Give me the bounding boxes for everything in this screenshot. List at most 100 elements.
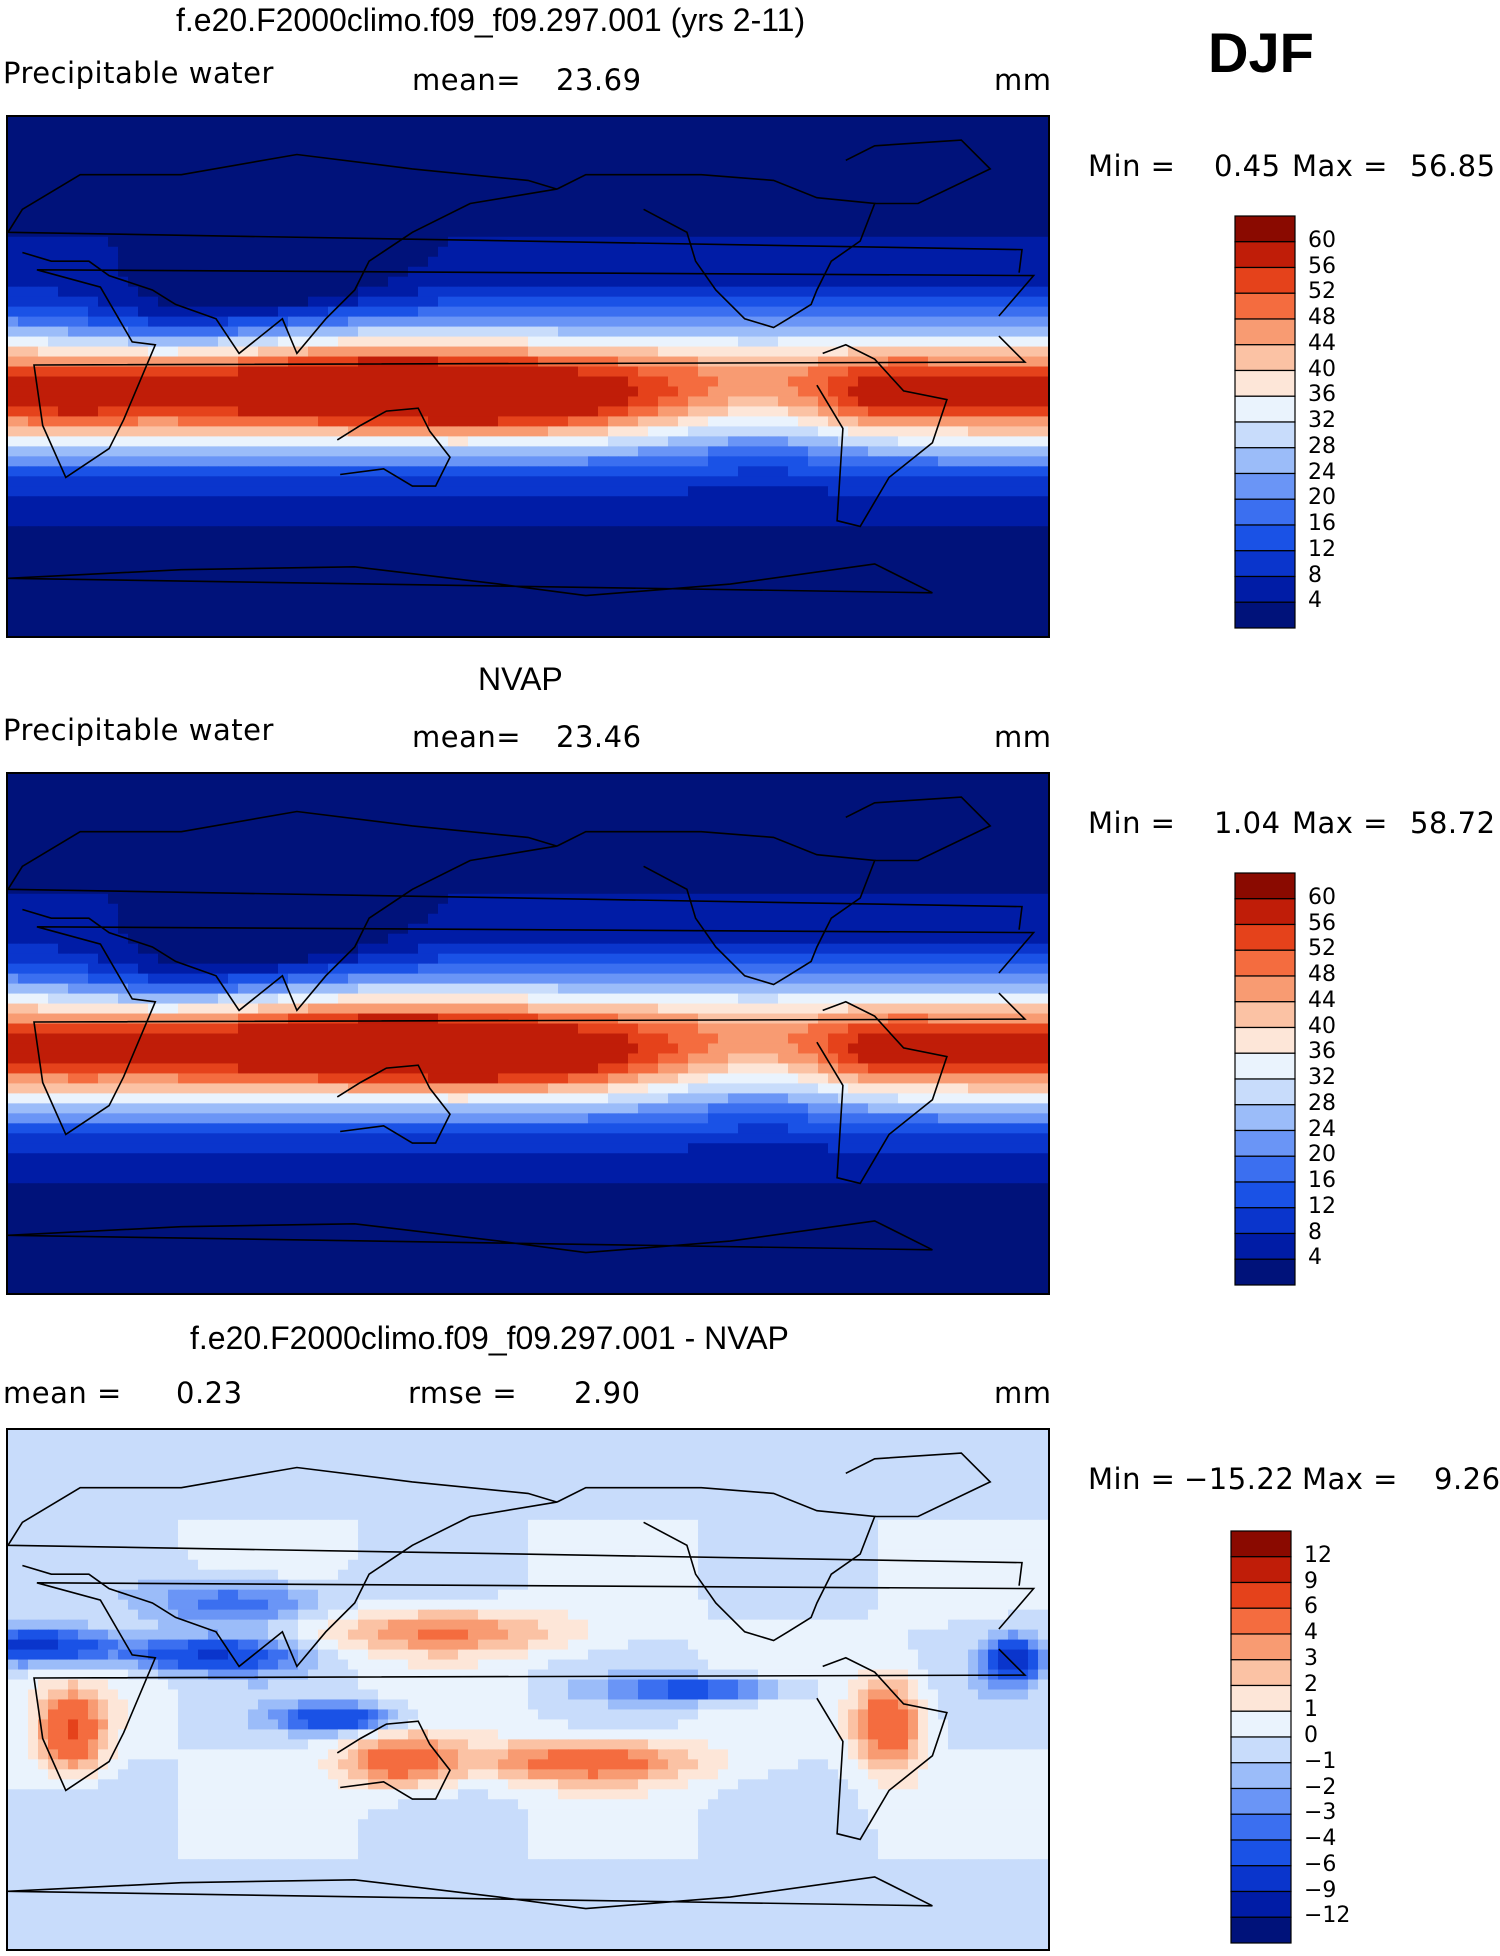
colorbar-swatch [1230, 1581, 1292, 1609]
colorbar-swatch [1234, 1181, 1296, 1209]
mean-value: 23.46 [556, 720, 642, 754]
colorbar-tick-label: 9 [1304, 1568, 1318, 1594]
colorbar: 60 56 52 48 44 40 36 32 28 24 20 16 12 8 4 [1234, 215, 1336, 629]
coastline [845, 796, 992, 862]
coastline [8, 153, 1023, 355]
colorbar-swatch [1230, 1556, 1292, 1584]
coastline [816, 1656, 948, 1841]
colorbar-swatch [1234, 395, 1296, 423]
map-plot [6, 772, 1050, 1295]
colorbar-tick-label: 8 [1308, 1219, 1322, 1245]
coastline [556, 830, 876, 986]
min-value: −15.22 [1184, 1462, 1295, 1496]
colorbar-swatch [1230, 1813, 1292, 1841]
coastline [8, 810, 1023, 1012]
season-label: DJF [1208, 21, 1314, 84]
mean-label: mean = [3, 1376, 122, 1410]
coastline [336, 407, 451, 487]
coastline [845, 1452, 992, 1518]
colorbar-swatch [1230, 1762, 1292, 1790]
colorbar-swatch [1234, 1258, 1296, 1286]
colorbar-swatch [1230, 1530, 1292, 1558]
colorbar-swatch [1230, 1684, 1292, 1712]
colorbar-tick-label: −3 [1304, 1800, 1337, 1826]
mean-label: mean= [412, 720, 522, 754]
colorbar-tick-label: 60 [1308, 884, 1336, 910]
max-value: 56.85 [1410, 149, 1496, 183]
panel-title: NVAP [478, 661, 563, 697]
colorbar-swatch [1234, 923, 1296, 951]
max-value: 9.26 [1434, 1462, 1500, 1496]
colorbar-swatch [1234, 292, 1296, 320]
max-value: 58.72 [1410, 806, 1496, 840]
colorbar-swatch [1234, 498, 1296, 526]
colorbar-tick-label: −1 [1304, 1748, 1337, 1774]
coastline [33, 269, 1036, 479]
colorbar-swatch [1234, 1104, 1296, 1132]
colorbar-swatch [1234, 898, 1296, 926]
units-label: mm [994, 720, 1052, 754]
colorbar-tick-label: 32 [1308, 408, 1336, 433]
colorbar-swatch [1234, 241, 1296, 269]
colorbar-tick-label: 44 [1308, 987, 1336, 1013]
mean-value: 23.69 [556, 63, 642, 97]
map-plot [6, 1428, 1050, 1951]
colorbar-swatch [1234, 421, 1296, 449]
rmse-label: rmse = [408, 1376, 518, 1410]
colorbar-tick-label: 52 [1308, 279, 1336, 305]
coastline [8, 563, 933, 597]
colorbar-tick-label: 4 [1304, 1620, 1318, 1645]
colorbar-tick-label: 32 [1308, 1065, 1336, 1090]
colorbar: 60 56 52 48 44 40 36 32 28 24 20 16 12 8 4 [1234, 872, 1336, 1286]
panel-title: f.e20.F2000climo.f09_f09.297.001 - NVAP [190, 1320, 789, 1356]
colorbar-tick-label: 8 [1308, 562, 1322, 588]
colorbar-swatch [1234, 215, 1296, 243]
variable-label: Precipitable water [3, 56, 274, 90]
colorbar-swatch [1234, 1052, 1296, 1080]
colorbar-tick-label: 36 [1308, 1039, 1336, 1065]
colorbar-tick-label: 6 [1304, 1594, 1318, 1620]
mean-value: 0.23 [176, 1376, 243, 1410]
coastline [336, 1064, 451, 1144]
colorbar-swatch [1230, 1659, 1292, 1687]
min-label: Min = [1088, 149, 1176, 183]
colorbar-tick-label: 28 [1308, 433, 1336, 459]
colorbar-swatch [1230, 1890, 1292, 1918]
colorbar-tick-label: −2 [1304, 1774, 1337, 1800]
colorbar-tick-label: −9 [1304, 1877, 1337, 1903]
colorbar-tick-label: 16 [1308, 511, 1336, 536]
units-label: mm [994, 1376, 1052, 1410]
mean-label: mean= [412, 63, 522, 97]
coastline [816, 1000, 948, 1185]
coastline [8, 1466, 1023, 1668]
colorbar-swatch [1234, 1232, 1296, 1260]
coastline [8, 1220, 933, 1254]
coastline [556, 1486, 876, 1642]
colorbar-tick-label: 56 [1308, 253, 1336, 279]
colorbar-swatch [1234, 575, 1296, 603]
colorbar-swatch [1234, 1155, 1296, 1183]
colorbar-tick-label: 20 [1308, 1142, 1336, 1168]
colorbar-tick-label: 56 [1308, 910, 1336, 936]
min-label: Min = [1088, 806, 1176, 840]
variable-label: Precipitable water [3, 713, 274, 747]
panel-title: f.e20.F2000climo.f09_f09.297.001 (yrs 2-… [176, 2, 806, 38]
min-value: 1.04 [1214, 806, 1281, 840]
colorbar-swatch [1230, 1787, 1292, 1815]
colorbar-swatch [1234, 369, 1296, 397]
colorbar-tick-label: 4 [1308, 1245, 1322, 1271]
colorbar-swatch [1230, 1710, 1292, 1738]
colorbar-swatch [1234, 1078, 1296, 1106]
colorbar-tick-label: 16 [1308, 1168, 1336, 1193]
min-value: 0.45 [1214, 149, 1281, 183]
colorbar-tick-label: 48 [1308, 962, 1336, 987]
colorbar-swatch [1230, 1916, 1292, 1944]
colorbar-tick-label: 3 [1304, 1645, 1318, 1671]
colorbar-swatch [1234, 975, 1296, 1003]
colorbar-tick-label: 0 [1304, 1723, 1318, 1748]
colorbar-swatch [1230, 1865, 1292, 1893]
coastline [33, 926, 1036, 1136]
colorbar-swatch [1234, 344, 1296, 372]
max-label: Max = [1302, 1462, 1398, 1496]
colorbar-swatch [1234, 524, 1296, 552]
